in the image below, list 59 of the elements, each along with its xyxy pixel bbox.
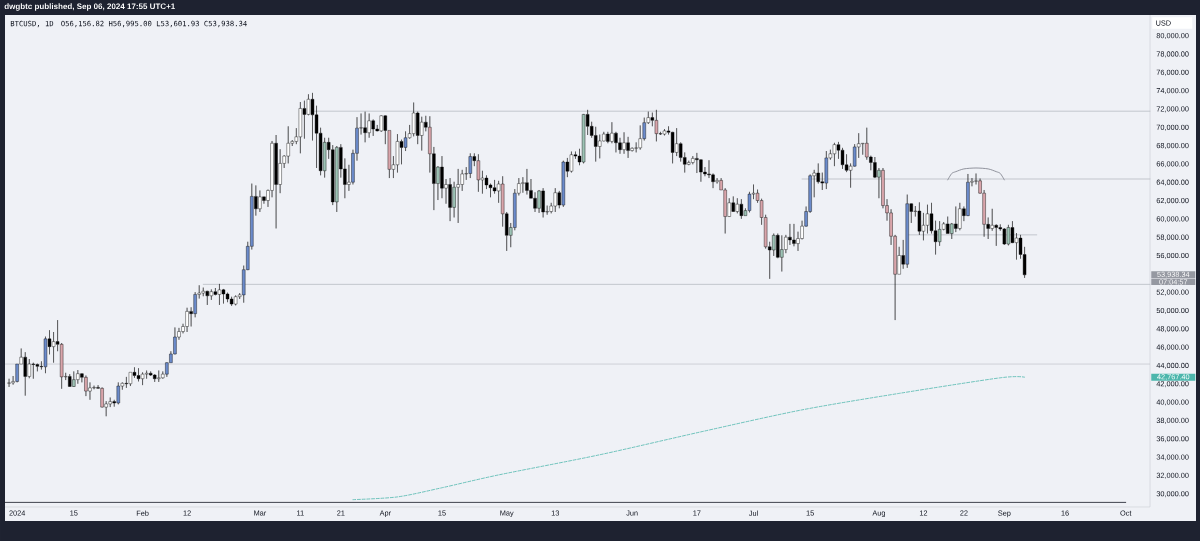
candlestick	[958, 202, 962, 231]
candlestick	[31, 362, 35, 379]
candlestick	[917, 202, 922, 236]
candlestick	[335, 145, 339, 213]
candlestick	[569, 151, 574, 173]
candlestick	[124, 376, 129, 389]
candlestick	[905, 194, 909, 269]
candlestick	[72, 371, 76, 388]
candlestick	[68, 373, 72, 388]
candlestick	[298, 101, 303, 154]
candlestick	[153, 373, 157, 383]
text: dwgbtc published, Sep 06, 2024 17:55 UTC+1	[4, 3, 175, 11]
candlestick	[233, 295, 238, 306]
candlestick	[731, 196, 735, 213]
candlestick	[7, 378, 11, 388]
candlestick	[157, 370, 161, 383]
candlestick	[221, 288, 226, 304]
candlestick	[205, 290, 209, 306]
candlestick	[662, 128, 667, 136]
candlestick	[792, 223, 796, 247]
candlestick	[1002, 227, 1007, 246]
candlestick	[420, 116, 424, 151]
line-series	[352, 376, 1025, 501]
candlestick	[824, 150, 828, 190]
candlestick	[456, 168, 460, 224]
candlestick	[468, 153, 472, 179]
candlestick	[136, 367, 141, 382]
candlestick	[116, 382, 120, 405]
candlestick	[476, 154, 481, 193]
candlestick	[84, 375, 88, 397]
candlestick	[561, 160, 565, 208]
candlestick	[286, 126, 290, 164]
candlestick	[225, 292, 230, 303]
candlestick	[594, 126, 598, 162]
candlestick	[367, 113, 371, 138]
candlestick	[832, 142, 837, 167]
candlestick	[217, 283, 222, 306]
candlestick	[209, 289, 214, 301]
candlestick	[274, 134, 278, 229]
candlestick	[185, 307, 189, 333]
candlestick	[140, 372, 145, 386]
candlestick	[780, 235, 784, 272]
candlestick	[23, 351, 27, 396]
line-series	[947, 167, 1005, 181]
candlestick	[626, 136, 630, 159]
candlestick	[581, 113, 586, 164]
candlestick	[966, 173, 970, 217]
candlestick	[553, 187, 557, 213]
candlestick	[654, 109, 659, 142]
candlestick	[525, 168, 529, 195]
candlestick	[537, 189, 541, 214]
candlestick	[1006, 224, 1011, 246]
candlestick	[541, 187, 545, 218]
candlestick	[622, 132, 626, 154]
candlestick	[363, 111, 367, 143]
candlestick	[229, 296, 234, 307]
candlestick	[739, 198, 744, 220]
candlestick	[448, 177, 452, 222]
candlestick	[76, 369, 80, 384]
